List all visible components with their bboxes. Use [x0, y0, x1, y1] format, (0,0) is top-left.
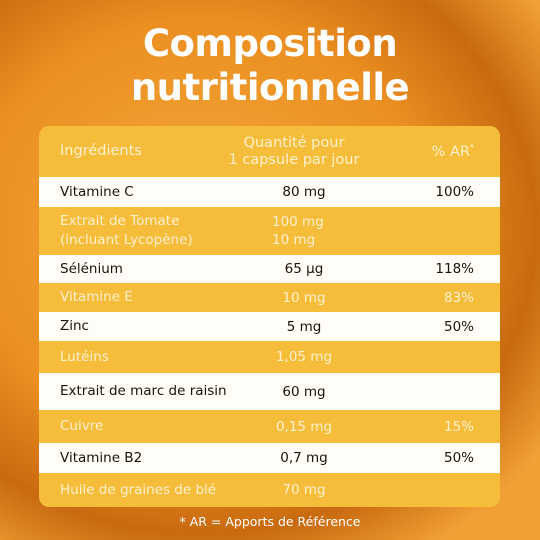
- ar-percent: 118%: [435, 261, 474, 277]
- title-line: nutritionnelle: [130, 66, 410, 109]
- ingredient: Lutéins: [60, 348, 109, 365]
- table-row: Sélénium 65 µg 118%: [39, 255, 500, 283]
- ingredient: Extrait de Tomate (incluant Lycopène): [60, 212, 193, 250]
- ingredient: Vitamine E: [60, 289, 133, 305]
- ingredient: Huile de graines de blé: [60, 481, 217, 498]
- table-row: Lutéins 1,05 mg: [39, 341, 500, 373]
- ar-percent: 83%: [443, 289, 474, 306]
- header-cell-line: 1 capsule par jour: [228, 151, 360, 168]
- ar-percent: 100%: [435, 184, 474, 200]
- quantity: 70 mg: [282, 482, 326, 498]
- title: Composition nutritionnelle: [0, 22, 540, 110]
- quantity: 65 µg: [284, 261, 324, 277]
- ingredient-line: (incluant Lycopène): [60, 232, 193, 248]
- ar-percent: 50%: [443, 318, 474, 335]
- table-row: Zinc 5 mg 50%: [39, 312, 500, 341]
- quantity: 1,05 mg: [275, 349, 333, 365]
- header-mark: *: [470, 143, 474, 153]
- quantity: 100 mg 10 mg: [272, 213, 432, 249]
- quantity: 0,15 mg: [275, 418, 333, 435]
- header-cell: Quantité pour 1 capsule par jour: [214, 135, 374, 169]
- footnote: * AR = Apports de Référence: [179, 514, 361, 529]
- ingredient: Vitamine C: [60, 183, 134, 200]
- table-row: Extrait de marc de raisin 60 mg: [39, 373, 500, 410]
- quantity: 60 mg: [282, 383, 326, 400]
- table-row: Vitamine E 10 mg 83%: [39, 283, 500, 312]
- quantity: 0,7 mg: [280, 450, 328, 466]
- nutrition-table: Ingrédients Quantité pour 1 capsule par jo…: [39, 126, 500, 507]
- table-row: Extrait de Tomate (incluant Lycopène) 100 …: [39, 207, 500, 255]
- quantity: 10 mg: [282, 289, 326, 306]
- ingredient: Sélénium: [60, 260, 123, 277]
- table-row: Vitamine B2 0,7 mg 50%: [39, 443, 500, 473]
- ingredient-line: Extrait de Tomate: [60, 213, 180, 229]
- ingredient: Cuivre: [60, 418, 104, 434]
- title-line: Composition: [142, 22, 398, 65]
- header-cell: % AR*: [432, 143, 474, 160]
- header-row: Ingrédients Quantité pour 1 capsule par jo…: [39, 126, 500, 177]
- quantity: 80 mg: [282, 184, 326, 200]
- header-cell-line: Quantité pour: [243, 134, 345, 151]
- table-row: Vitamine C 80 mg 100%: [39, 177, 500, 207]
- header-cell: Ingrédients: [60, 143, 142, 159]
- header-text: % AR: [431, 143, 470, 160]
- ar-percent: 15%: [443, 418, 474, 435]
- table-row: Huile de graines de blé 70 mg: [39, 473, 500, 507]
- ingredient: Zinc: [60, 318, 89, 334]
- ingredient: Extrait de marc de raisin: [60, 383, 227, 399]
- table-row: Cuivre 0,15 mg 15%: [39, 410, 500, 443]
- ingredient: Vitamine B2: [60, 449, 143, 466]
- ar-percent: 50%: [443, 450, 474, 466]
- quantity-line: 100 mg: [272, 214, 324, 230]
- quantity-line: 10 mg: [272, 232, 316, 248]
- quantity: 5 mg: [286, 318, 322, 335]
